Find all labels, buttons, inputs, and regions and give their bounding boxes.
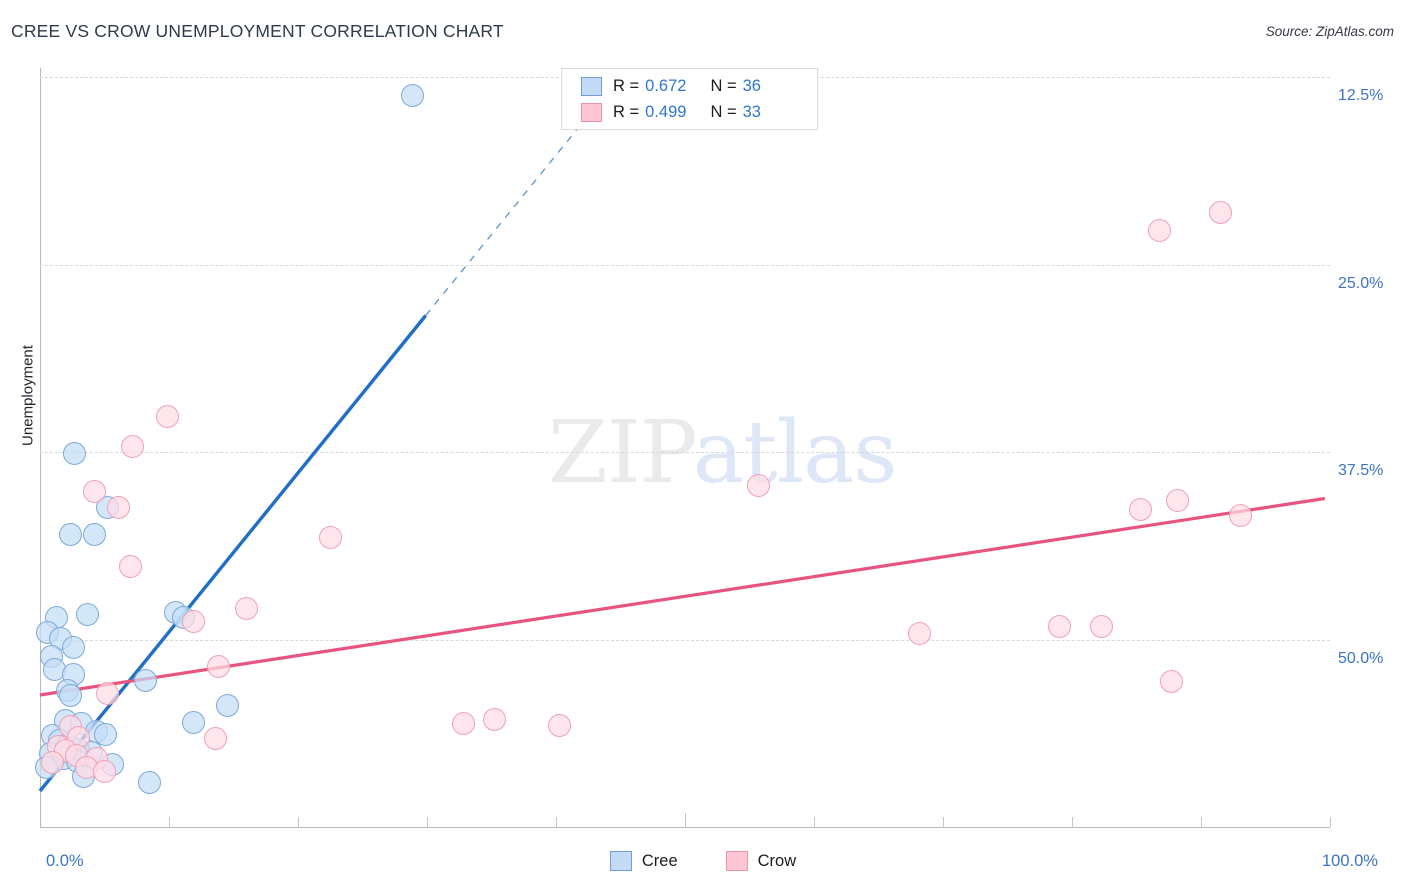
data-point-crow[interactable] (41, 751, 65, 774)
x-axis-tick (1072, 817, 1073, 827)
data-point-crow[interactable] (107, 496, 131, 519)
y-axis-label: 37.5% (1338, 462, 1384, 479)
data-point-crow[interactable] (156, 404, 180, 428)
data-point-cree[interactable] (134, 668, 158, 692)
data-point-cree[interactable] (59, 523, 83, 546)
data-point-cree[interactable] (138, 770, 162, 794)
data-point-crow[interactable] (1166, 488, 1190, 512)
series-label-crow: Crow (757, 851, 797, 870)
y-axis-label: 25.0% (1338, 274, 1384, 292)
trendline-cree-projection (425, 124, 582, 316)
trendline-crow (39, 496, 1326, 697)
y-axis-label: 12.5% (1338, 87, 1384, 104)
zipatlas-watermark: ZIPatlas (548, 403, 898, 503)
crow-r-value: 0.499 (645, 102, 687, 121)
x-axis-tick (1201, 817, 1202, 827)
data-point-crow[interactable] (118, 554, 142, 578)
data-point-crow[interactable] (1208, 200, 1232, 224)
series-swatch-cree-icon (609, 851, 632, 871)
x-axis-line (40, 827, 1330, 828)
x-axis-tick (556, 817, 557, 827)
crow-r-label: R = (613, 102, 640, 121)
data-point-crow[interactable] (548, 713, 572, 737)
data-point-crow[interactable] (1047, 614, 1071, 638)
cree-n-label: N = (710, 76, 737, 95)
series-swatch-crow-icon (725, 851, 748, 871)
data-point-cree[interactable] (63, 442, 87, 465)
data-point-crow[interactable] (908, 622, 932, 645)
x-axis-tick (814, 817, 815, 827)
data-point-crow[interactable] (234, 596, 258, 620)
legend-row-cree: R = 0.672 N = 36 (562, 73, 817, 99)
data-point-crow[interactable] (1148, 218, 1172, 242)
data-point-cree[interactable] (215, 694, 239, 717)
series-legend-item-crow[interactable]: Crow (725, 851, 797, 871)
data-point-crow[interactable] (93, 760, 116, 783)
data-point-crow[interactable] (1229, 503, 1253, 527)
legend-swatch-cree-icon (581, 76, 602, 96)
legend-swatch-crow-icon (581, 102, 602, 122)
data-point-crow[interactable] (95, 682, 119, 705)
x-axis-tick (1330, 817, 1331, 827)
x-axis-tick (169, 817, 170, 827)
data-point-crow[interactable] (206, 655, 230, 678)
crow-n-label: N = (710, 102, 737, 121)
cree-r-label: R = (613, 76, 640, 95)
data-point-cree[interactable] (401, 83, 425, 107)
x-axis-tick (427, 817, 428, 827)
source-note: Source: ZipAtlas.com (1265, 24, 1394, 39)
data-point-cree[interactable] (62, 635, 86, 659)
legend-row-crow: R = 0.499 N = 33 (562, 99, 817, 125)
data-point-crow[interactable] (121, 434, 145, 458)
data-point-crow[interactable] (82, 479, 106, 503)
gridline (40, 264, 1330, 266)
y-axis-line (40, 68, 41, 828)
data-point-cree[interactable] (182, 710, 205, 734)
data-point-crow[interactable] (203, 727, 227, 750)
data-point-cree[interactable] (76, 602, 100, 626)
series-legend: Cree Crow (0, 851, 1406, 871)
data-point-crow[interactable] (747, 473, 771, 497)
series-legend-item-cree[interactable]: Cree (609, 851, 678, 871)
cree-r-value: 0.672 (645, 76, 687, 95)
data-point-cree[interactable] (82, 523, 106, 546)
series-label-cree: Cree (641, 851, 678, 870)
y-axis-title: Unemployment (19, 345, 37, 446)
correlation-legend: R = 0.672 N = 36 R = 0.499 N = 33 (561, 68, 818, 130)
data-point-crow[interactable] (1090, 614, 1114, 638)
data-point-cree[interactable] (94, 722, 118, 746)
y-axis-label: 50.0% (1338, 649, 1384, 667)
gridline (40, 639, 1330, 641)
data-point-crow[interactable] (482, 707, 506, 731)
data-point-crow[interactable] (451, 712, 475, 735)
page-title: CREE VS CROW UNEMPLOYMENT CORRELATION CH… (11, 21, 504, 41)
data-point-cree[interactable] (59, 683, 83, 707)
x-axis-label-min: 0.0% (46, 852, 84, 870)
gridline (40, 452, 1330, 453)
x-axis-tick (685, 813, 686, 827)
crow-n-value: 33 (742, 102, 761, 121)
data-point-crow[interactable] (182, 610, 205, 633)
cree-n-value: 36 (742, 76, 761, 95)
x-axis-label-max: 100.0% (1322, 852, 1378, 870)
x-axis-tick (298, 817, 299, 827)
x-axis-tick (943, 817, 944, 827)
data-point-crow[interactable] (1159, 670, 1183, 693)
data-point-crow[interactable] (1128, 497, 1152, 521)
data-point-crow[interactable] (318, 526, 342, 549)
watermark-atlas: atlas (692, 403, 898, 503)
watermark-zip: ZIP (548, 403, 694, 503)
